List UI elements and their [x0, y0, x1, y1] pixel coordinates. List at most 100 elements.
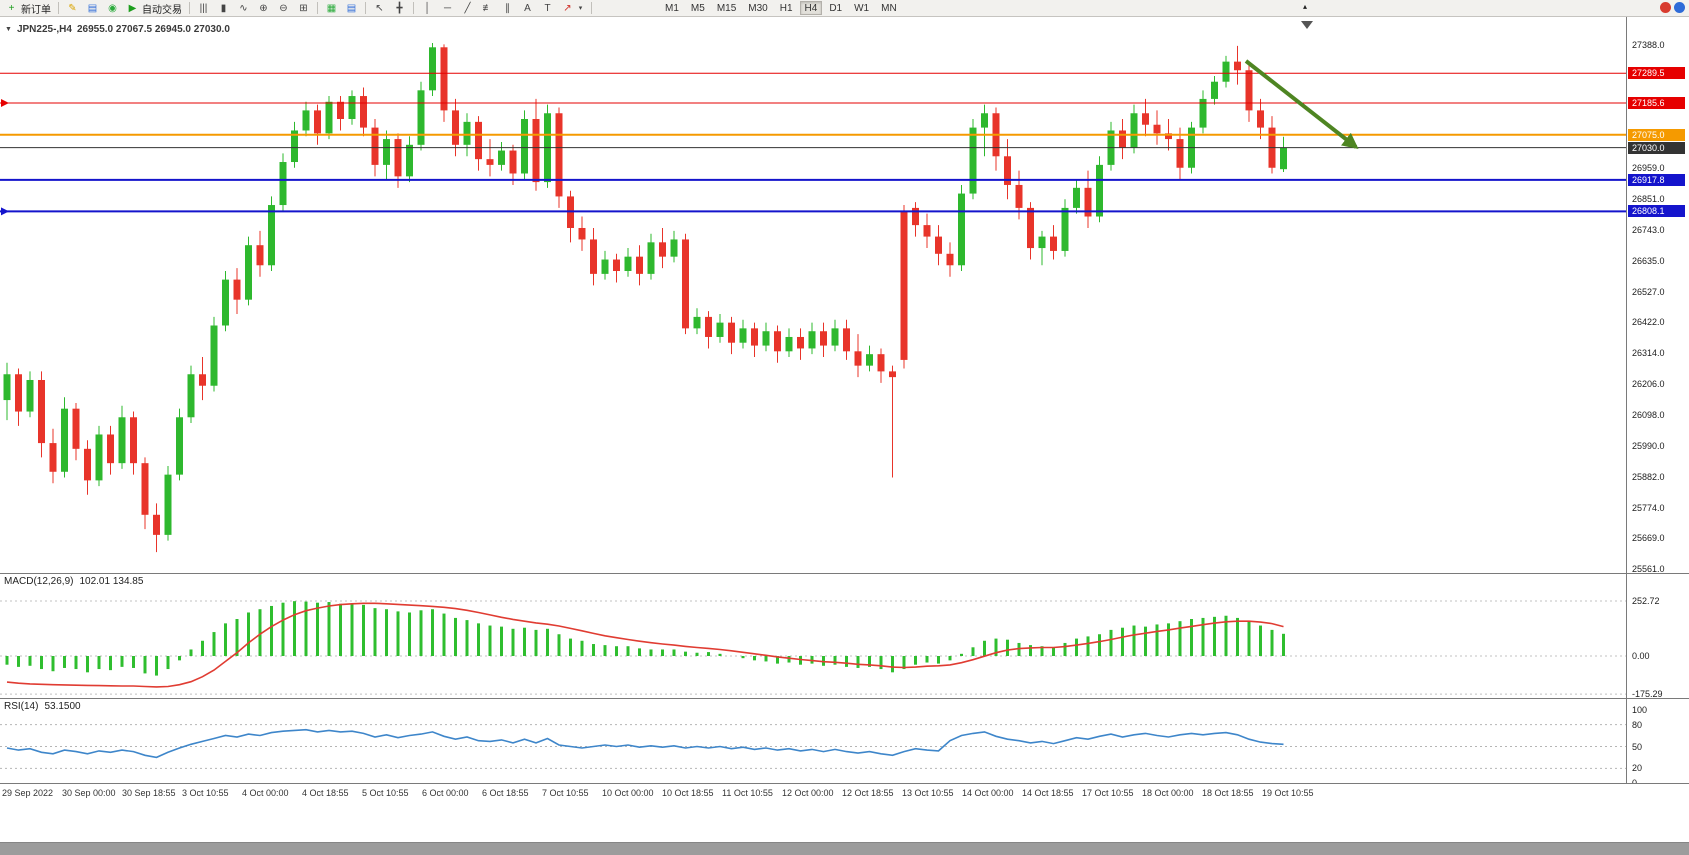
rsi-axis: 100 80 50 20 0: [1626, 699, 1689, 783]
rsi-name: RSI(14): [4, 701, 39, 712]
toolbar-separator: [413, 2, 414, 14]
bar-chart-mode-button[interactable]: |||: [194, 1, 213, 16]
zoom-in-button[interactable]: ⊕: [254, 1, 273, 16]
time-axis-label: 29 Sep 2022: [2, 788, 54, 798]
trendline-tool-button[interactable]: ╱: [458, 1, 477, 16]
rsi-tick-label: 80: [1632, 719, 1643, 730]
crosshair-tool-button[interactable]: ╋: [390, 1, 409, 16]
time-axis-label: 4 Oct 18:55: [302, 788, 349, 798]
text-tool-icon: A: [524, 2, 531, 14]
profiles-icon: ▤: [346, 2, 357, 14]
timeframe-m5-button[interactable]: M5: [686, 1, 710, 15]
time-axis-label: 12 Oct 18:55: [842, 788, 894, 798]
new-chart-button[interactable]: ▦: [322, 1, 341, 16]
new-order-icon: +: [8, 2, 15, 14]
time-axis-label: 13 Oct 10:55: [902, 788, 954, 798]
macd-label: MACD(12,26,9) 102.01 134.85: [4, 576, 143, 587]
autotrading-button[interactable]: ▶ 自动交易: [123, 1, 185, 16]
macd-pane[interactable]: 252.72 0.00 -175.29 MACD(12,26,9) 102.01 1…: [0, 574, 1689, 699]
rsi-line: [6, 728, 1284, 759]
timeframe-mn-button[interactable]: MN: [876, 1, 902, 15]
price-tick-label: 26527.0: [1632, 286, 1665, 297]
toolbar-separator: [591, 2, 592, 14]
price-tick-label: 25882.0: [1632, 471, 1665, 482]
price-tick-label: 26206.0: [1632, 379, 1665, 389]
timeframe-h1-button[interactable]: H1: [775, 1, 798, 15]
price-line-tag: 26808.1: [1628, 205, 1685, 218]
toolbar-separator: [365, 2, 366, 14]
horizontal-line-icon: ─: [443, 2, 452, 14]
price-axis: 27388.0 26959.0 26851.0 26743.0 26635.0 26527…: [1626, 17, 1689, 573]
time-axis-label: 4 Oct 00:00: [242, 788, 289, 798]
candlestick-mode-button[interactable]: ▮: [214, 1, 233, 16]
rsi-pane[interactable]: 100 80 50 20 0 RSI(14) 53.1500: [0, 699, 1689, 784]
metaeditor-button[interactable]: ✎: [63, 1, 82, 16]
price-tick-label: 25774.0: [1632, 502, 1665, 513]
time-axis-label: 10 Oct 00:00: [602, 788, 654, 798]
macd-name: MACD(12,26,9): [4, 576, 74, 587]
rsi-tick-label: 100: [1632, 705, 1648, 715]
price-tick-label: 25990.0: [1632, 440, 1665, 451]
rsi-label: RSI(14) 53.1500: [4, 701, 81, 712]
profiles-button[interactable]: ▤: [342, 1, 361, 16]
line-chart-mode-button[interactable]: ∿: [234, 1, 253, 16]
rsi-tick-label: 20: [1632, 763, 1643, 774]
time-axis-label: 17 Oct 10:55: [1082, 788, 1134, 798]
toolbar-separator: [317, 2, 318, 14]
price-tick-label: 25561.0: [1632, 564, 1665, 574]
window-corner-icons: [1660, 2, 1685, 13]
data-window-button[interactable]: ◉: [103, 1, 122, 16]
new-order-label: 新订单: [21, 4, 51, 16]
new-chart-icon: ▦: [326, 2, 337, 14]
rsi-chart: [0, 724, 1626, 769]
arrows-tool-button[interactable]: ↗ ▾: [558, 1, 587, 16]
community-icon[interactable]: [1674, 2, 1685, 13]
new-order-button[interactable]: + 新订单: [2, 1, 54, 16]
chevron-down-icon: ▾: [578, 5, 583, 12]
alerts-icon[interactable]: [1660, 2, 1671, 13]
trendline-icon: ╱: [464, 2, 471, 14]
ohlc-values: 26955.0 27067.5 26945.0 27030.0: [76, 24, 230, 35]
candlestick-chart[interactable]: [0, 17, 1626, 572]
price-tick-label: 26959.0: [1632, 163, 1665, 174]
symbol-collapse-icon[interactable]: ▼: [5, 26, 12, 33]
price-line-tag: 27075.0: [1628, 128, 1685, 141]
timeframe-group: M1 M5 M15 M30 H1 H4 D1 W1 MN: [660, 1, 902, 15]
timeframe-h4-button[interactable]: H4: [799, 1, 823, 15]
market-watch-button[interactable]: ▤: [83, 1, 102, 16]
vertical-line-tool-button[interactable]: │: [418, 1, 437, 16]
fibonacci-tool-button[interactable]: ≢: [478, 1, 497, 16]
timeframe-m1-button[interactable]: M1: [660, 1, 684, 15]
text-label-icon: T: [544, 2, 551, 14]
price-tick-label: 26098.0: [1632, 409, 1665, 420]
text-tool-button[interactable]: A: [518, 1, 537, 16]
zoom-out-button[interactable]: ⊖: [274, 1, 293, 16]
timeframe-w1-button[interactable]: W1: [849, 1, 874, 15]
timeframe-m30-button[interactable]: M30: [743, 1, 772, 15]
price-chart-pane[interactable]: 27388.0 26959.0 26851.0 26743.0 26635.0 26527…: [0, 17, 1689, 574]
timeframe-d1-button[interactable]: D1: [824, 1, 847, 15]
timeframe-m15-button[interactable]: M15: [712, 1, 741, 15]
horizontal-scrollbar[interactable]: [0, 842, 1689, 855]
toolbar-separator: [189, 2, 190, 14]
autotrading-label: 自动交易: [142, 4, 182, 16]
line-anchor-marker: [1, 207, 9, 216]
horizontal-line-tool-button[interactable]: ─: [438, 1, 457, 16]
tile-windows-button[interactable]: ⊞: [294, 1, 313, 16]
autotrading-icon: ▶: [128, 2, 137, 14]
price-tick-label: 25669.0: [1632, 533, 1665, 544]
channel-tool-button[interactable]: ∥: [498, 1, 517, 16]
time-axis-label: 5 Oct 10:55: [362, 788, 409, 798]
time-axis-label: 18 Oct 00:00: [1142, 788, 1194, 798]
price-tick-label: 26743.0: [1632, 224, 1665, 235]
chart-header: ▼ JPN225-,H4 26955.0 27067.5 26945.0 270…: [5, 24, 230, 35]
crosshair-icon: ╋: [396, 2, 403, 14]
price-tick-label: 26851.0: [1632, 194, 1665, 205]
time-axis[interactable]: 29 Sep 2022 30 Sep 00:00 30 Sep 18:55 3 Oct…: [0, 784, 1689, 804]
time-axis-label: 7 Oct 10:55: [542, 788, 589, 798]
cursor-tool-button[interactable]: ↖: [370, 1, 389, 16]
toolbar-overflow-icon[interactable]: ▴: [1303, 2, 1308, 11]
price-tick-label: 26422.0: [1632, 317, 1665, 328]
text-label-tool-button[interactable]: T: [538, 1, 557, 16]
